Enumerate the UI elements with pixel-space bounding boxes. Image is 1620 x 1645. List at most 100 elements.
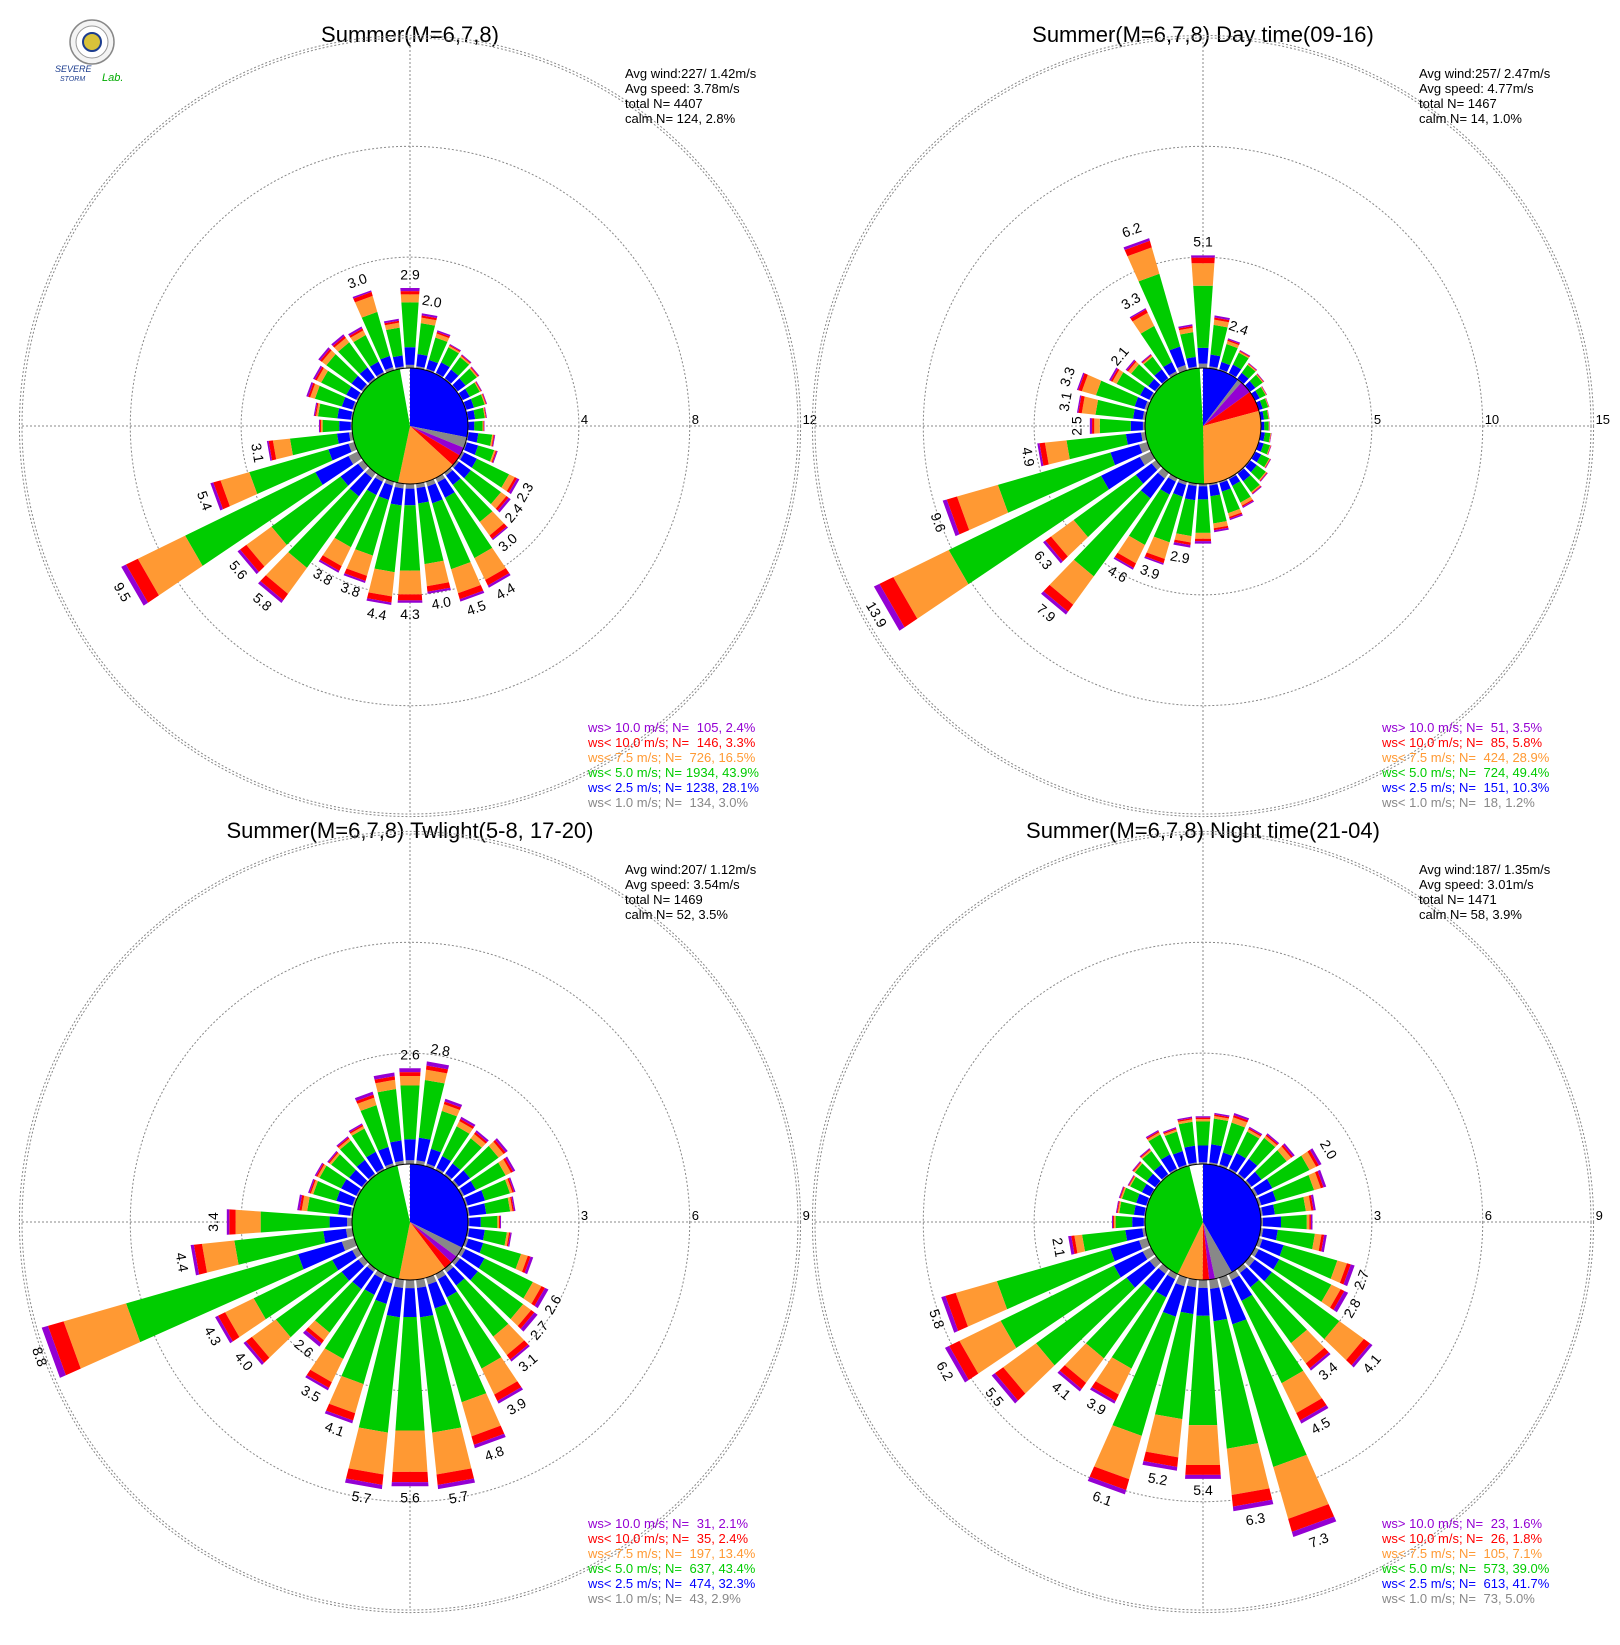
bar-segment-270-lt2_5 [330,1216,348,1227]
bar-segment-260-lt2_5 [1126,433,1143,445]
bar-segment-180-lt7_5 [398,571,422,595]
bar-segment-350-lt2_5 [390,1140,403,1162]
bar-segment-10-lt2_5 [416,354,427,368]
bar-segment-260-lt2_5 [1125,1228,1143,1241]
bar-segment-180-lt10 [392,1472,428,1482]
bar-segment-180-gt10 [398,600,423,602]
bar-segment-180-gt10 [392,1482,429,1486]
bar-segment-280-lt2_5 [338,1204,352,1215]
bar-segment-90-lt2_5 [1261,422,1264,431]
legend-value: 613, 41.7% [1480,1576,1550,1591]
bar-segment-0-gt10 [1191,255,1215,257]
bar-segment-100-lt2_5 [467,432,478,442]
bar-segment-270-gt10 [319,420,320,433]
bar-segment-90-lt5 [1264,421,1268,430]
bar-value-label: 2.5 [1068,416,1084,436]
bar-segment-0-gt10 [399,1068,420,1072]
bar-segment-190-lt7_5 [1146,1414,1183,1457]
stats-line: Avg wind:187/ 1.35m/s [1419,862,1551,877]
legend-label: ws< 2.5 m/s; N= [587,1576,682,1591]
legend-value: 23, 1.6% [1487,1516,1542,1531]
legend-label: ws> 10.0 m/s; N= [1381,1516,1483,1531]
bar-value-label: 4.8 [482,1442,506,1464]
bar-segment-350-lt2_5 [1186,357,1197,368]
stats-line: Avg speed: 4.77m/s [1419,81,1534,96]
bar-segment-180-lt5 [400,505,420,570]
legend-value: 134, 3.0% [686,795,749,810]
bar-value-label: 6.1 [1091,1488,1115,1510]
bar-value-label: 3.8 [339,579,363,601]
stats-line: calm N= 58, 3.9% [1419,907,1522,922]
bar-segment-270-lt7_5 [236,1210,261,1234]
bar-segment-180-lt2_5 [404,489,415,506]
bar-segment-90-lt7_5 [483,421,484,431]
bar-segment-90-lt10 [1309,1214,1311,1229]
bar-segment-0-lt7_5 [401,294,419,302]
legend-value: 474, 32.3% [686,1576,756,1591]
legend-entry-lt7_5: ws< 7.5 m/s; N= 105, 7.1% [1381,1546,1543,1561]
legend-entry-gt10: ws> 10.0 m/s; N= 23, 1.6% [1381,1516,1543,1531]
bar-segment-170-lt7_5 [425,561,449,586]
bar-segment-270-gt10 [227,1209,230,1235]
legend-label: ws> 10.0 m/s; N= [1381,720,1483,735]
legend-entry-lt10: ws< 10.0 m/s; N= 35, 2.4% [587,1531,749,1546]
bar-segment-350-lt2_5 [1184,1146,1196,1164]
legend-value: 18, 1.2% [1480,795,1535,810]
legend-entry-lt10: ws< 10.0 m/s; N= 85, 5.8% [1381,735,1543,750]
legend-entry-lt1: ws< 1.0 m/s; N= 134, 3.0% [587,795,749,810]
legend-entry-lt1: ws< 1.0 m/s; N= 73, 5.0% [1381,1591,1535,1606]
legend-value: 726, 16.5% [686,750,756,765]
bar-value-label: 4.5 [464,597,488,619]
bar-value-label: 5.8 [926,1307,948,1331]
bar-segment-190-lt2_5 [1185,485,1197,501]
bar-value-label: 7.3 [1307,1529,1331,1551]
bar-segment-180-lt5 [1189,1316,1217,1425]
bar-segment-180-lt7_5 [393,1431,428,1472]
bar-segment-180-lt2_5 [1196,1288,1209,1316]
bar-segment-100-lt2_5 [1262,1228,1278,1240]
bar-value-label: 4.9 [1019,446,1038,468]
bar-segment-170-lt2_5 [1209,484,1220,496]
stats-line: total N= 4407 [625,96,703,111]
bar-value-label: 8.8 [29,1345,51,1369]
bar-segment-270-lt7_5 [1094,418,1100,433]
bar-value-label: 3.3 [1118,289,1143,313]
severe-storm-lab-logo: SEVERE STORM Lab. [55,20,123,84]
legend-label: ws< 7.5 m/s; N= [1381,1546,1476,1561]
bar-segment-80-lt5 [484,1198,510,1214]
legend-label: ws< 5.0 m/s; N= [587,765,682,780]
bar-segment-270-gt10 [1112,1216,1113,1229]
bar-segment-0-lt10 [1196,1118,1211,1119]
legend-label: ws> 10.0 m/s; N= [587,1516,689,1531]
legend-entry-lt2_5: ws< 2.5 m/s; N= 151, 10.3% [1381,780,1550,795]
bar-segment-90-lt7_5 [1307,1215,1310,1230]
bar-segment-0-lt7_5 [400,1076,420,1086]
bar-segment-280-lt2_5 [337,408,352,419]
legend-label: ws< 10.0 m/s; N= [587,735,689,750]
legend-label: ws< 7.5 m/s; N= [1381,750,1476,765]
legend-value: 31, 2.1% [693,1516,748,1531]
legend-value: 573, 39.0% [1480,1561,1550,1576]
bar-segment-180-gt10 [1195,541,1211,543]
legend-value: 1934, 43.9% [686,765,759,780]
bar-value-label: 3.9 [1138,561,1162,583]
bar-segment-90-lt2_5 [1263,1217,1281,1228]
bar-value-label: 4.4 [366,604,388,623]
legend-entry-lt10: ws< 10.0 m/s; N= 26, 1.8% [1381,1531,1543,1546]
range-tick-label: 6 [1485,1208,1492,1223]
legend-label: ws< 10.0 m/s; N= [587,1531,689,1546]
legend-entry-lt5: ws< 5.0 m/s; N= 637, 43.4% [587,1561,756,1576]
bar-value-label: 5.7 [448,1487,470,1506]
bar-value-label: 2.1 [1049,1236,1068,1258]
bar-segment-0-gt10 [1196,1116,1211,1117]
range-tick-label: 3 [581,1208,588,1223]
legend-entry-gt10: ws> 10.0 m/s; N= 105, 2.4% [587,720,756,735]
bar-segment-180-lt5 [395,1317,424,1431]
legend-entry-lt2_5: ws< 2.5 m/s; N= 474, 32.3% [587,1576,756,1591]
bar-segment-0-lt5 [401,302,418,347]
bar-value-label: 5.2 [1147,1469,1169,1488]
bar-segment-170-lt2_5 [417,487,429,504]
range-tick-label: 9 [1596,1208,1603,1223]
bar-segment-180-lt7_5 [1195,533,1211,539]
